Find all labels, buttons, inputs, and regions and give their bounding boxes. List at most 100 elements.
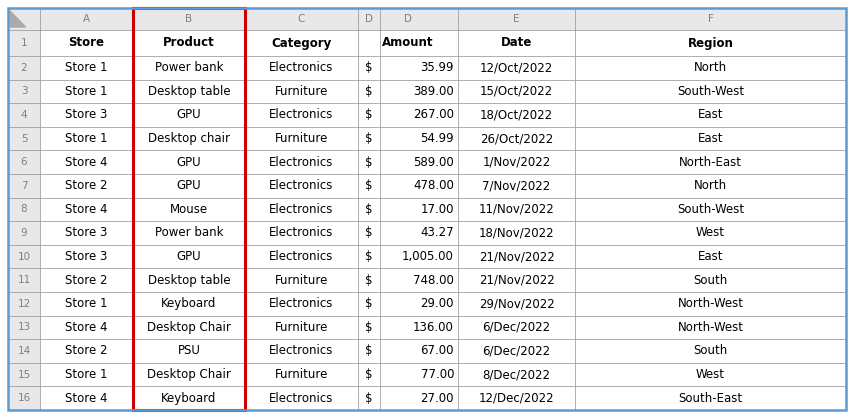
Text: Power bank: Power bank	[155, 61, 223, 74]
Text: Store 3: Store 3	[66, 250, 107, 263]
Text: North-West: North-West	[677, 321, 744, 334]
Text: 7: 7	[20, 181, 27, 191]
Text: 43.27: 43.27	[420, 226, 454, 240]
Text: 8/Dec/2022: 8/Dec/2022	[482, 368, 550, 381]
Text: 748.00: 748.00	[413, 274, 454, 287]
Text: Electronics: Electronics	[269, 344, 334, 357]
Text: 13: 13	[17, 322, 31, 332]
Text: $: $	[366, 132, 373, 145]
Text: $: $	[366, 203, 373, 216]
Text: Electronics: Electronics	[269, 250, 334, 263]
Text: 12/Oct/2022: 12/Oct/2022	[480, 61, 553, 74]
Text: Category: Category	[272, 37, 331, 50]
Text: $: $	[366, 179, 373, 192]
Text: 14: 14	[17, 346, 31, 356]
Text: 1/Nov/2022: 1/Nov/2022	[482, 156, 550, 169]
Text: South-West: South-West	[677, 85, 744, 98]
Text: Electronics: Electronics	[269, 109, 334, 121]
Text: 9: 9	[20, 228, 27, 238]
Text: 35.99: 35.99	[421, 61, 454, 74]
Text: 11: 11	[17, 275, 31, 285]
Text: 6: 6	[20, 157, 27, 167]
Text: Keyboard: Keyboard	[161, 392, 216, 405]
Text: Electronics: Electronics	[269, 297, 334, 310]
Text: 21/Nov/2022: 21/Nov/2022	[479, 274, 555, 287]
Text: $: $	[366, 274, 373, 287]
Text: 3: 3	[20, 87, 27, 97]
Text: Store 3: Store 3	[66, 109, 107, 121]
Text: Store 1: Store 1	[66, 132, 107, 145]
Text: Store: Store	[68, 37, 105, 50]
Text: PSU: PSU	[177, 344, 200, 357]
Text: 6/Dec/2022: 6/Dec/2022	[482, 344, 550, 357]
Text: East: East	[698, 250, 723, 263]
Text: South-East: South-East	[678, 392, 743, 405]
Text: $: $	[366, 250, 373, 263]
Text: Electronics: Electronics	[269, 203, 334, 216]
Text: West: West	[696, 226, 725, 240]
Text: South-West: South-West	[677, 203, 744, 216]
Text: $: $	[366, 61, 373, 74]
Text: 136.00: 136.00	[413, 321, 454, 334]
Text: 18/Oct/2022: 18/Oct/2022	[480, 109, 553, 121]
Text: Store 4: Store 4	[66, 156, 107, 169]
Text: 2: 2	[20, 63, 27, 73]
Text: 1: 1	[20, 38, 27, 48]
Text: Mouse: Mouse	[170, 203, 208, 216]
Text: $: $	[366, 109, 373, 121]
Text: South: South	[694, 274, 728, 287]
Text: Desktop table: Desktop table	[147, 85, 230, 98]
Text: 15/Oct/2022: 15/Oct/2022	[480, 85, 553, 98]
Text: GPU: GPU	[176, 109, 201, 121]
Text: 10: 10	[17, 252, 31, 262]
Text: C: C	[298, 14, 305, 24]
Text: North-East: North-East	[679, 156, 742, 169]
Text: Keyboard: Keyboard	[161, 297, 216, 310]
Text: Electronics: Electronics	[269, 392, 334, 405]
Text: GPU: GPU	[176, 179, 201, 192]
Text: 12: 12	[17, 299, 31, 309]
Text: Desktop Chair: Desktop Chair	[147, 368, 231, 381]
Text: F: F	[707, 14, 713, 24]
Bar	[8, 8, 40, 410]
Text: East: East	[698, 109, 723, 121]
Text: Store 4: Store 4	[66, 392, 107, 405]
Text: 27.00: 27.00	[421, 392, 454, 405]
Text: D: D	[365, 14, 373, 24]
Bar	[8, 8, 846, 30]
Text: D: D	[404, 14, 412, 24]
Text: $: $	[366, 85, 373, 98]
Text: E: E	[513, 14, 520, 24]
Text: Electronics: Electronics	[269, 226, 334, 240]
Text: 478.00: 478.00	[413, 179, 454, 192]
Text: Desktop table: Desktop table	[147, 274, 230, 287]
Text: Store 2: Store 2	[66, 179, 107, 192]
Text: $: $	[366, 156, 373, 169]
Text: Electronics: Electronics	[269, 156, 334, 169]
Text: East: East	[698, 132, 723, 145]
Text: 29.00: 29.00	[421, 297, 454, 310]
Text: $: $	[366, 321, 373, 334]
Text: 77.00: 77.00	[421, 368, 454, 381]
Text: Date: Date	[501, 37, 532, 50]
Text: 6/Dec/2022: 6/Dec/2022	[482, 321, 550, 334]
Text: A: A	[83, 14, 90, 24]
Text: $: $	[366, 392, 373, 405]
Text: 18/Nov/2022: 18/Nov/2022	[479, 226, 555, 240]
Text: Desktop Chair: Desktop Chair	[147, 321, 231, 334]
Text: 11/Nov/2022: 11/Nov/2022	[479, 203, 555, 216]
Text: 16: 16	[17, 393, 31, 403]
Text: $: $	[366, 344, 373, 357]
Text: 17.00: 17.00	[421, 203, 454, 216]
Text: 5: 5	[20, 134, 27, 144]
Text: 1,005.00: 1,005.00	[402, 250, 454, 263]
Polygon shape	[10, 11, 26, 27]
Text: 267.00: 267.00	[413, 109, 454, 121]
Text: $: $	[366, 226, 373, 240]
Text: Store 2: Store 2	[66, 344, 107, 357]
Text: Store 2: Store 2	[66, 274, 107, 287]
Text: Store 1: Store 1	[66, 61, 107, 74]
Text: 67.00: 67.00	[421, 344, 454, 357]
Text: North-West: North-West	[677, 297, 744, 310]
Text: 4: 4	[20, 110, 27, 120]
